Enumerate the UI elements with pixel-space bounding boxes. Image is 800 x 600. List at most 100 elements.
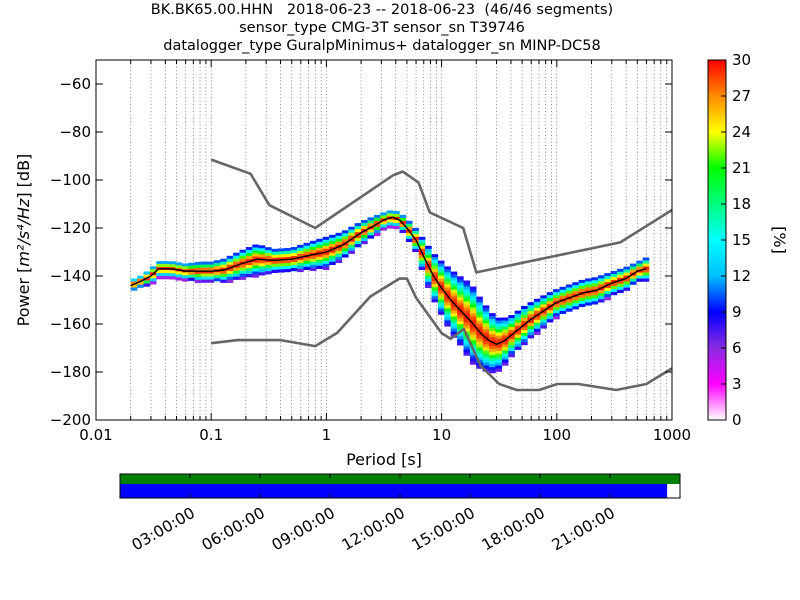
heatmap-cell [521,327,528,331]
heatmap-cell [245,268,253,272]
heatmap-cell [514,337,522,341]
heatmap-cell [258,248,266,252]
heatmap-cell [226,279,234,283]
x-tick-label: 1000 [653,426,691,444]
x-tick-label: 1 [322,426,332,444]
heatmap-cell [476,338,483,342]
heatmap-cell [322,266,330,270]
heatmap-cell [585,281,592,285]
heatmap-cell [418,254,426,258]
heatmap-cell [489,352,496,356]
heatmap-cell [194,273,202,278]
heatmap-cell [252,262,259,266]
heatmap-cell [361,241,368,245]
heatmap-cell [463,304,471,308]
heatmap-cell [450,277,458,281]
heatmap-cell [527,329,535,333]
heatmap-cell [463,319,471,323]
heatmap-cell [175,265,183,269]
heatmap-cell [469,301,477,305]
heatmap-cell [457,324,464,328]
heatmap-cell [508,354,515,358]
heatmap-cell [617,271,624,275]
heatmap-cell [457,288,464,292]
heatmap-cell [457,297,464,301]
chart-title-line-2: sensor_type CMG-3T sensor_sn T39746 [239,20,525,36]
heatmap-cell [149,281,157,285]
heatmap-cell [348,226,355,230]
heatmap-cell [527,335,535,339]
heatmap-cell [348,238,355,242]
heatmap-cell [572,306,579,310]
heatmap-cell [553,307,560,311]
heatmap-cell [469,292,477,296]
heatmap-cell [482,329,490,333]
heatmap-cell [258,251,266,255]
heatmap-cell [239,249,247,253]
heatmap-cell [297,244,304,249]
heatmap-cell [156,276,163,280]
heatmap-cell [341,248,349,252]
heatmap-cell [636,263,643,267]
heatmap-cell [335,247,343,251]
heatmap-cell [271,257,279,261]
heatmap-cell [533,316,541,320]
heatmap-cell [431,281,439,285]
heatmap-cell [431,299,439,303]
heatmap-cell [207,264,215,268]
heatmap-cell [450,313,458,317]
heatmap-cell [297,247,304,252]
heatmap-cell [642,269,650,273]
heatmap-cell [405,238,413,242]
heatmap-cell [501,356,509,360]
heatmap-cell [463,313,471,317]
heatmap-cell [290,268,298,272]
heatmap-cell [322,251,330,255]
heatmap-cell [540,313,547,317]
heatmap-cell [380,212,387,216]
heatmap-cell [220,264,227,268]
heatmap-cell [431,290,439,294]
heatmap-cell [188,274,195,278]
heatmap-cell [469,307,477,311]
heatmap-cell [610,283,618,287]
heatmap-cell [322,245,330,249]
heatmap-cell [514,331,522,335]
heatmap-cell [521,324,528,328]
heatmap-cell [617,289,624,293]
heatmap-cell [450,328,458,332]
heatmap-cell [508,342,515,346]
colorbar-label: [%] [770,226,789,254]
heatmap-cell [623,266,631,270]
heatmap-cell [469,331,477,335]
heatmap-cell [271,269,279,273]
heatmap-cell [341,254,349,258]
heatmap-cell [271,266,279,270]
heatmap-cell [469,328,477,332]
heatmap-cell [361,223,368,227]
heatmap-cell [277,263,285,267]
colorbar-tick-label: 15 [732,231,751,249]
heatmap-cell [482,317,490,321]
heatmap-cell [252,268,259,272]
heatmap-cell [329,243,336,247]
timeline-data-bar [120,474,680,484]
heatmap-cell [501,350,509,354]
heatmap-cell [265,250,272,254]
heatmap-cell [604,285,611,289]
heatmap-cell [265,256,272,260]
heatmap-cell [431,263,439,267]
heatmap-cell [399,226,407,231]
heatmap-cell [597,287,605,291]
heatmap-cell [572,282,579,286]
heatmap-cell [220,270,227,274]
heatmap-cell [245,253,253,257]
heatmap-cell [501,344,509,348]
heatmap-cell [181,272,189,276]
heatmap-cell [463,346,471,350]
heatmap-cell [457,315,464,319]
heatmap-cell [252,265,259,269]
heatmap-cell [521,315,528,319]
heatmap-cell [495,353,503,357]
heatmap-cell [476,332,483,336]
